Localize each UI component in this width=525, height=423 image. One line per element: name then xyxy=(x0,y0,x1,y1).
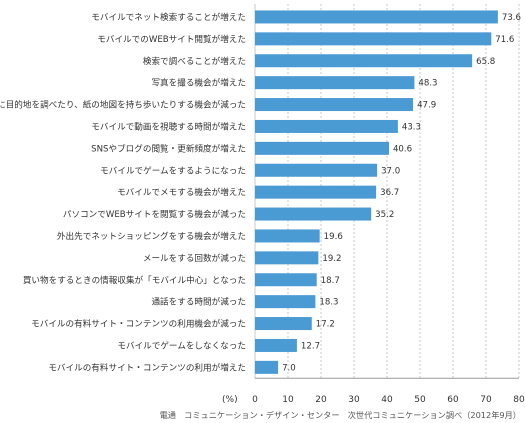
bar xyxy=(255,295,316,309)
category-label: 通話をする時間が減った xyxy=(151,296,246,308)
value-label: 43.3 xyxy=(402,122,421,132)
bar xyxy=(255,185,377,199)
value-label: 19.2 xyxy=(322,254,341,264)
category-label: 写真を撮る機会が増えた xyxy=(151,77,246,89)
value-label: 35.2 xyxy=(375,210,394,220)
bar xyxy=(255,251,319,265)
value-label: 17.2 xyxy=(316,320,335,330)
category-labels: モバイルでネット検索することが増えたモバイルでのWEBサイト閲覧が増えた検索で調… xyxy=(0,11,246,373)
category-label: モバイルでゲームをするようになった xyxy=(100,164,246,176)
category-label: パソコンでWEBサイトを閲覧する機会が減った xyxy=(63,208,246,220)
bar xyxy=(255,229,320,243)
value-label: 19.6 xyxy=(324,232,343,242)
bars xyxy=(255,10,498,374)
x-tick-label: 40 xyxy=(381,395,393,405)
category-label: モバイルでネット検索することが増えた xyxy=(91,11,246,23)
bar xyxy=(255,163,378,177)
value-labels: 73.6 71.6 65.8 48.3 47.9 43.3 40.6 37.0 36.7 35.2… xyxy=(282,13,521,373)
bar xyxy=(255,360,279,374)
bar xyxy=(255,338,297,352)
category-label: モバイルの有料サイト・コンテンツの利用が増えた xyxy=(48,361,246,373)
category-label: 外出先でネットショッピングをする機会が増えた xyxy=(57,230,246,242)
category-label: 検索で調べることが増えた xyxy=(143,55,246,67)
bar xyxy=(255,54,473,68)
value-label: 37.0 xyxy=(381,166,400,176)
value-label: 47.9 xyxy=(417,101,436,111)
x-axis-ticks: 0 10 20 30 40 50 60 70 80 xyxy=(252,395,525,405)
x-tick-label: 80 xyxy=(513,395,525,405)
value-label: 73.6 xyxy=(502,13,521,23)
x-tick-label: 10 xyxy=(282,395,294,405)
bar xyxy=(255,207,372,221)
value-label: 48.3 xyxy=(418,79,437,89)
category-label: 事前に目的地を調べたり、紙の地図を持ち歩いたりする機会が減った xyxy=(0,99,246,111)
category-label: SNSやブログの閲覧・更新頻度が増えた xyxy=(91,142,246,154)
category-label: メールをする回数が減った xyxy=(143,252,246,264)
bar xyxy=(255,10,498,24)
bar xyxy=(255,273,317,287)
category-label: モバイルでのWEBサイト閲覧が増えた xyxy=(97,33,246,45)
x-tick-label: 70 xyxy=(480,395,492,405)
category-label: モバイルでメモする機会が増えた xyxy=(117,186,246,198)
value-label: 18.3 xyxy=(319,298,338,308)
value-label: 12.7 xyxy=(301,341,320,351)
x-tick-label: 50 xyxy=(414,395,426,405)
bar xyxy=(255,32,492,46)
value-label: 18.7 xyxy=(321,276,340,286)
bar xyxy=(255,76,415,90)
value-label: 36.7 xyxy=(380,188,399,198)
category-label: モバイルでゲームをしなくなった xyxy=(117,339,246,351)
source-note: 電通 コミュニケーション・デザイン・センター 次世代コミュニケーション調べ（20… xyxy=(160,410,521,420)
bar xyxy=(255,119,398,133)
bar xyxy=(255,98,414,112)
bar xyxy=(255,141,389,155)
x-tick-label: 60 xyxy=(447,395,459,405)
value-label: 40.6 xyxy=(393,144,412,154)
bar xyxy=(255,317,312,331)
x-tick-label: 0 xyxy=(252,395,258,405)
value-label: 65.8 xyxy=(476,57,495,67)
category-label: モバイルの有料サイト・コンテンツの利用機会が減った xyxy=(31,318,246,330)
x-axis-unit-label: (%) xyxy=(222,395,238,405)
category-label: 買い物をするときの情報収集が「モバイル中心」となった xyxy=(23,274,246,286)
value-label: 71.6 xyxy=(495,35,514,45)
x-tick-label: 20 xyxy=(315,395,327,405)
category-label: モバイルで動画を視聴する時間が増えた xyxy=(91,120,246,132)
x-tick-label: 30 xyxy=(348,395,360,405)
value-label: 7.0 xyxy=(282,363,296,373)
